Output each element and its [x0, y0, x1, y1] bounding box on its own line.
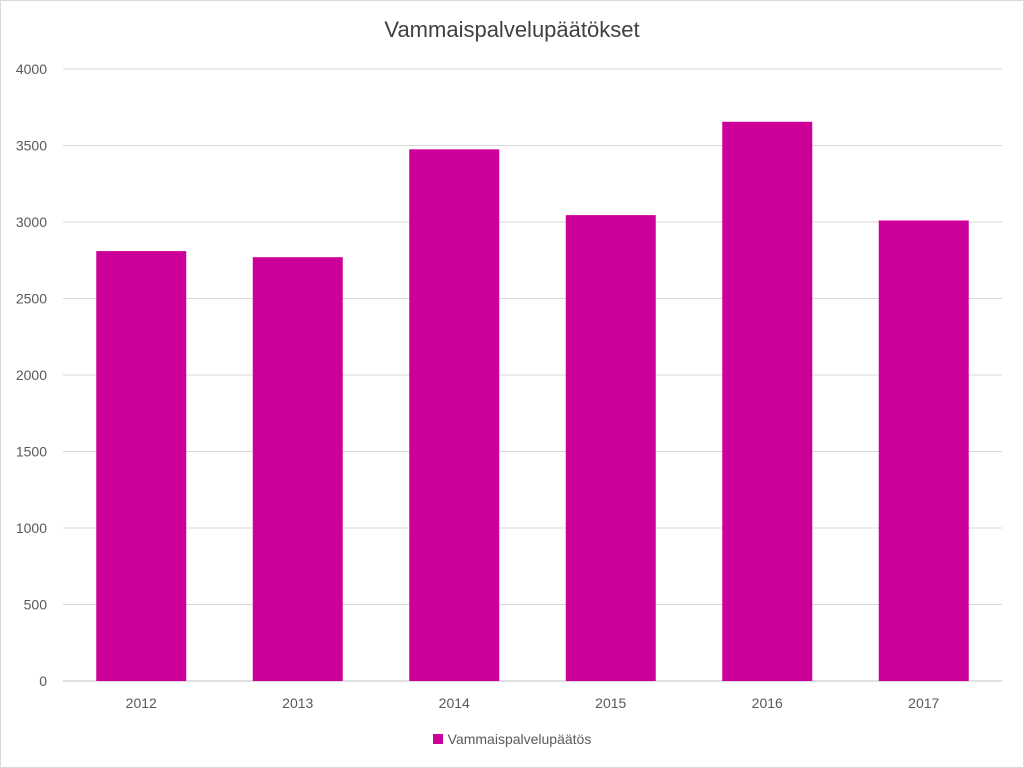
- y-tick-label: 0: [39, 673, 47, 689]
- bar-2013: [252, 257, 343, 681]
- x-tick-label: 2016: [752, 695, 783, 711]
- y-tick-label: 500: [24, 597, 48, 613]
- bar-2014: [409, 149, 500, 681]
- bar-2017: [878, 220, 969, 681]
- x-tick-label: 2013: [282, 695, 313, 711]
- x-tick-label: 2017: [908, 695, 939, 711]
- bar-2012: [96, 251, 187, 681]
- y-tick-label: 2500: [16, 291, 47, 307]
- y-tick-label: 1500: [16, 444, 47, 460]
- legend: Vammaispalvelupäätös: [0, 731, 1024, 747]
- x-tick-label: 2012: [126, 695, 157, 711]
- x-tick-label: 2014: [439, 695, 470, 711]
- legend-label: Vammaispalvelupäätös: [447, 731, 592, 747]
- y-tick-label: 3000: [16, 214, 47, 230]
- x-tick-label: 2015: [595, 695, 626, 711]
- y-tick-label: 3500: [16, 138, 47, 154]
- y-tick-label: 2000: [16, 367, 47, 383]
- legend-swatch: [432, 734, 443, 744]
- bar-2016: [722, 121, 813, 681]
- y-tick-label: 1000: [16, 520, 47, 536]
- chart-title: Vammaispalvelupäätökset: [384, 17, 640, 42]
- y-tick-label: 4000: [16, 61, 47, 77]
- bar-2015: [565, 215, 656, 682]
